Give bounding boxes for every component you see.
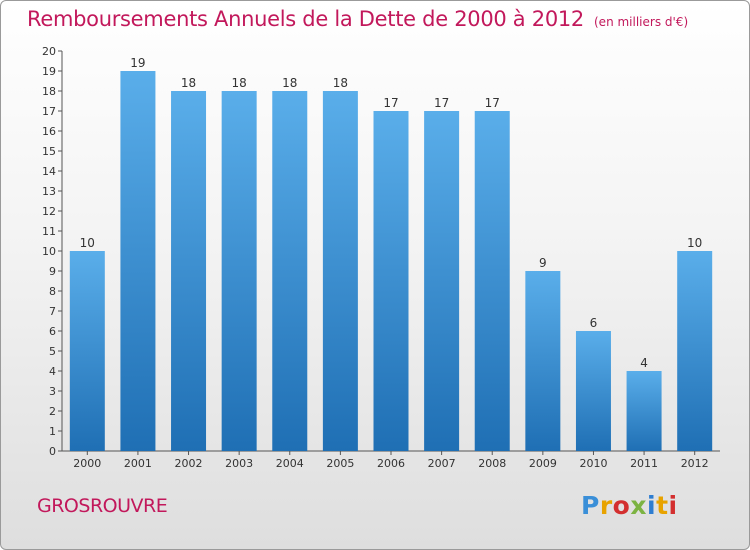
y-tick-label: 16: [42, 125, 56, 138]
x-tick-label: 2008: [478, 457, 506, 470]
x-tick-label: 2005: [326, 457, 354, 470]
chart-subtitle: (en milliers d'€): [594, 15, 689, 29]
y-tick-label: 11: [42, 225, 56, 238]
x-tick-label: 2004: [276, 457, 304, 470]
y-tick-label: 2: [49, 405, 56, 418]
x-tick-label: 2000: [73, 457, 101, 470]
bar: [424, 111, 460, 451]
value-label: 17: [383, 96, 398, 110]
logo-letter: P: [581, 491, 600, 520]
x-tick-label: 2003: [225, 457, 253, 470]
logo-letter: x: [630, 491, 647, 520]
place-name: GROSROUVRE: [37, 495, 168, 517]
logo-letter: t: [656, 491, 669, 520]
value-label: 19: [130, 56, 145, 70]
y-tick-label: 7: [49, 305, 56, 318]
value-label: 10: [687, 236, 702, 250]
value-label: 10: [80, 236, 95, 250]
bar: [373, 111, 409, 451]
x-tick-label: 2001: [124, 457, 152, 470]
value-label: 17: [485, 96, 500, 110]
y-tick-label: 12: [42, 205, 56, 218]
y-tick-label: 4: [49, 365, 56, 378]
y-tick-label: 3: [49, 385, 56, 398]
bar: [171, 91, 207, 451]
value-label: 9: [539, 256, 547, 270]
value-label: 4: [640, 356, 648, 370]
bar: [322, 91, 358, 451]
value-label: 18: [282, 76, 297, 90]
x-tick-label: 2010: [579, 457, 607, 470]
value-label: 18: [333, 76, 348, 90]
y-tick-label: 19: [42, 65, 56, 78]
value-label: 17: [434, 96, 449, 110]
chart-title: Remboursements Annuels de la Dette de 20…: [27, 7, 688, 31]
y-tick-label: 17: [42, 105, 56, 118]
x-tick-label: 2006: [377, 457, 405, 470]
x-tick-label: 2009: [529, 457, 557, 470]
x-tick-label: 2011: [630, 457, 658, 470]
y-tick-label: 5: [49, 345, 56, 358]
bar: [221, 91, 257, 451]
bar: [474, 111, 510, 451]
logo-letter: i: [647, 491, 657, 520]
labels: 10 2000 19 2001 18 2002 18 2003 18 2004 18 2005 17 20…: [73, 56, 708, 470]
logo-letter: i: [668, 491, 678, 520]
bar: [120, 71, 156, 451]
y-tick-label: 13: [42, 185, 56, 198]
bar: [272, 91, 308, 451]
chart-title-text: Remboursements Annuels de la Dette de 20…: [27, 7, 584, 31]
y-tick-label: 15: [42, 145, 56, 158]
bar: [626, 371, 662, 451]
logo-letter: r: [599, 491, 613, 520]
x-tick-label: 2002: [175, 457, 203, 470]
value-label: 18: [232, 76, 247, 90]
y-tick-label: 8: [49, 285, 56, 298]
x-tick-label: 2007: [428, 457, 456, 470]
y-tick-label: 18: [42, 85, 56, 98]
y-tick-label: 10: [42, 245, 56, 258]
y-tick-label: 9: [49, 265, 56, 278]
value-label: 18: [181, 76, 196, 90]
bar: [575, 331, 611, 451]
x-tick-label: 2012: [681, 457, 709, 470]
logo-letter: o: [612, 491, 631, 520]
y-tick-label: 1: [49, 425, 56, 438]
value-label: 6: [590, 316, 598, 330]
bar: [677, 251, 713, 451]
y-tick-label: 20: [42, 45, 56, 58]
bars: [69, 71, 713, 451]
bar: [69, 251, 105, 451]
y-tick-label: 6: [49, 325, 56, 338]
y-tick-label: 14: [42, 165, 56, 178]
proxiti-logo[interactable]: Proxiti: [581, 491, 678, 520]
y-tick-label: 0: [49, 445, 56, 458]
bar: [525, 271, 561, 451]
